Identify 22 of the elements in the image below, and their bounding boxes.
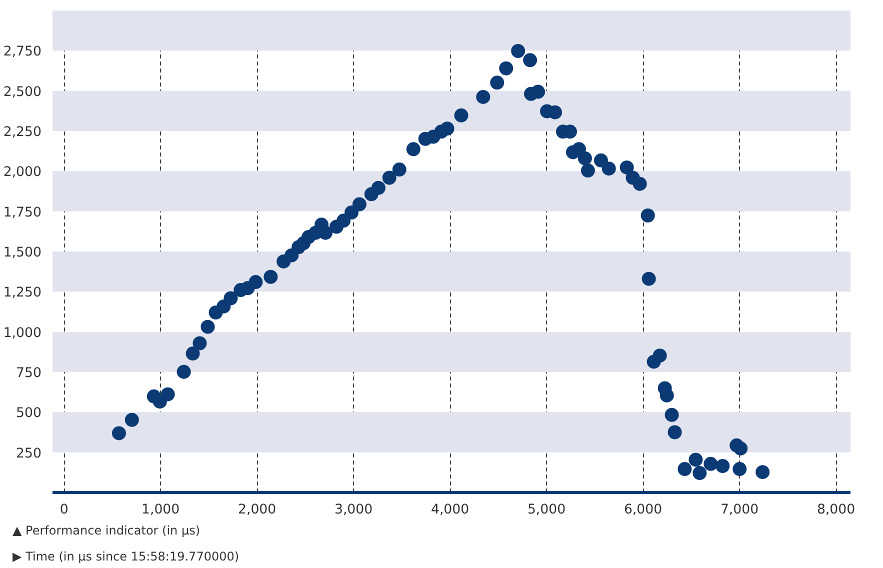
- x-axis-title: ▶ Time (in µs since 15:58:19.770000): [12, 550, 240, 564]
- x-tick-label: 6,000: [624, 502, 662, 518]
- y-tick-label: 1,750: [3, 205, 42, 220]
- x-tick-label: 5,000: [527, 502, 566, 518]
- x-tick-label: 7,000: [720, 502, 759, 518]
- y-tick-label: 2,500: [3, 84, 42, 100]
- y-tick-label: 2,000: [3, 165, 42, 180]
- x-tick-label: 2,000: [238, 502, 276, 518]
- y-tick-label: 1,000: [3, 326, 42, 341]
- x-tick-label: 4,000: [430, 502, 470, 518]
- x-tick-label: 0: [60, 502, 68, 518]
- x-tick-label: 1,000: [141, 502, 180, 518]
- x-tick-label: 3,000: [334, 502, 373, 518]
- y-tick-label: 2,250: [3, 125, 42, 140]
- y-tick-label: 250: [16, 446, 42, 462]
- y-tick-label: 500: [16, 406, 42, 422]
- x-tick-label: 8,000: [816, 502, 856, 518]
- y-axis-title: ▲ Performance indicator (in µs): [12, 524, 200, 538]
- y-tick-label: 1,500: [3, 246, 42, 260]
- y-tick-label: 2,750: [3, 44, 42, 60]
- y-tick-label: 1,250: [3, 286, 42, 301]
- y-tick-label: 750: [16, 366, 42, 381]
